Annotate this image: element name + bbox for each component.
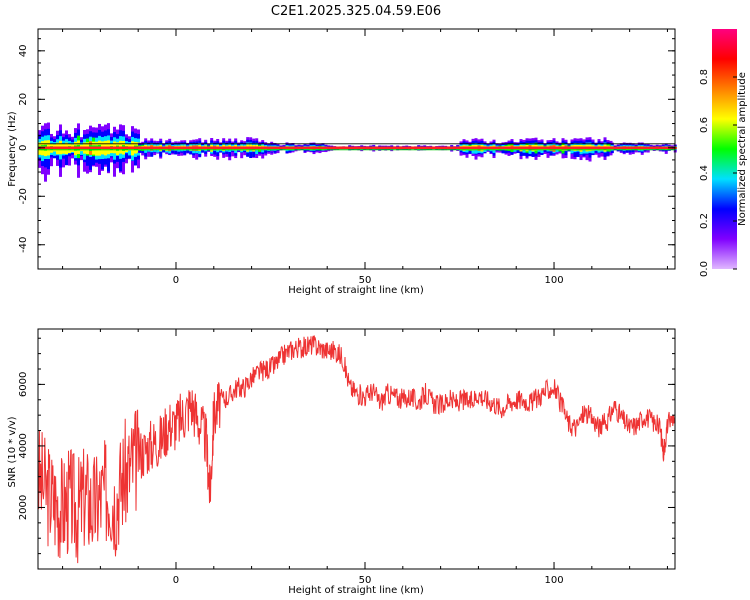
snr-y-ticks: 2000 4000 6000 — [18, 337, 675, 570]
spectrogram-x-ticks: 0 50 100 — [62, 29, 668, 286]
colorbar-tick-label: 0.2 — [699, 213, 710, 229]
spectrogram-frame — [37, 28, 676, 270]
colorbar-label: Normalized spectral amplitude — [737, 72, 748, 226]
spectrogram-x-tick-label: 100 — [544, 275, 563, 286]
colorbar-tick-label: 0.6 — [699, 117, 710, 133]
snr-x-tick-label: 100 — [544, 575, 563, 586]
snr-x-tick-label: 50 — [359, 575, 372, 586]
colorbar-ticks: 0.0 0.2 0.4 0.6 0.8 — [699, 69, 737, 277]
spectrogram-y-tick-label: 0 — [18, 145, 29, 151]
snr-y-tick-label: 2000 — [18, 495, 29, 520]
spectrogram-y-tick-label: 40 — [18, 44, 29, 57]
snr-x-ticks: 0 50 100 — [62, 329, 668, 586]
colorbar-gradient — [712, 29, 737, 269]
spectrogram-x-tick-label: 50 — [359, 275, 372, 286]
colorbar-tick-label: 0.0 — [699, 261, 710, 277]
colorbar: 0.0 0.2 0.4 0.6 0.8 Normalized spectral ampl… — [699, 29, 748, 277]
figure-title: C2E1.2025.325.04.59.E06 — [271, 4, 441, 19]
spectrogram-heatmap — [38, 122, 677, 182]
spectrogram-y-tick-label: -20 — [18, 188, 29, 204]
spectrogram-x-label: Height of straight line (km) — [288, 285, 424, 296]
snr-x-label: Height of straight line (km) — [288, 585, 424, 596]
spectrogram-panel: 0 50 100 -40 -20 0 20 40 Height of straight li… — [7, 28, 677, 296]
snr-y-tick-label: 6000 — [18, 372, 29, 397]
snr-series-line — [37, 335, 676, 564]
spectrogram-y-tick-label: -40 — [18, 237, 29, 253]
spectrogram-y-ticks: -40 -20 0 20 40 — [18, 38, 675, 270]
snr-y-label: SNR (10 * v/v) — [7, 416, 18, 487]
spectrogram-y-label: Frequency (Hz) — [7, 111, 18, 187]
snr-panel: 0 50 100 2000 4000 6000 Height of straight l… — [7, 328, 676, 596]
snr-y-tick-label: 4000 — [18, 433, 29, 458]
snr-x-tick-label: 0 — [173, 575, 179, 586]
snr-frame — [37, 328, 676, 570]
spectrogram-x-tick-label: 0 — [173, 275, 179, 286]
colorbar-tick-label: 0.4 — [699, 165, 710, 181]
colorbar-tick-label: 0.8 — [699, 69, 710, 85]
spectrogram-y-tick-label: 20 — [18, 93, 29, 106]
